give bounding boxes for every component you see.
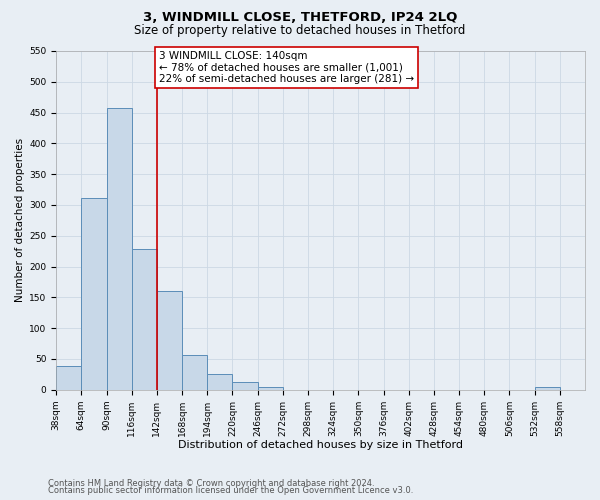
Bar bbox=[107, 108, 131, 390]
Bar bbox=[182, 354, 207, 390]
X-axis label: Distribution of detached houses by size in Thetford: Distribution of detached houses by size … bbox=[178, 440, 463, 450]
Text: 3 WINDMILL CLOSE: 140sqm
← 78% of detached houses are smaller (1,001)
22% of sem: 3 WINDMILL CLOSE: 140sqm ← 78% of detach… bbox=[159, 51, 414, 84]
Bar bbox=[257, 386, 283, 390]
Bar bbox=[232, 382, 257, 390]
Text: Contains HM Land Registry data © Crown copyright and database right 2024.: Contains HM Land Registry data © Crown c… bbox=[48, 478, 374, 488]
Bar bbox=[157, 291, 182, 390]
Bar bbox=[82, 198, 107, 390]
Bar bbox=[56, 366, 82, 390]
Text: Size of property relative to detached houses in Thetford: Size of property relative to detached ho… bbox=[134, 24, 466, 37]
Text: Contains public sector information licensed under the Open Government Licence v3: Contains public sector information licen… bbox=[48, 486, 413, 495]
Text: 3, WINDMILL CLOSE, THETFORD, IP24 2LQ: 3, WINDMILL CLOSE, THETFORD, IP24 2LQ bbox=[143, 11, 457, 24]
Bar bbox=[131, 248, 157, 390]
Y-axis label: Number of detached properties: Number of detached properties bbox=[15, 138, 25, 302]
Bar bbox=[535, 386, 560, 390]
Bar bbox=[207, 374, 232, 390]
